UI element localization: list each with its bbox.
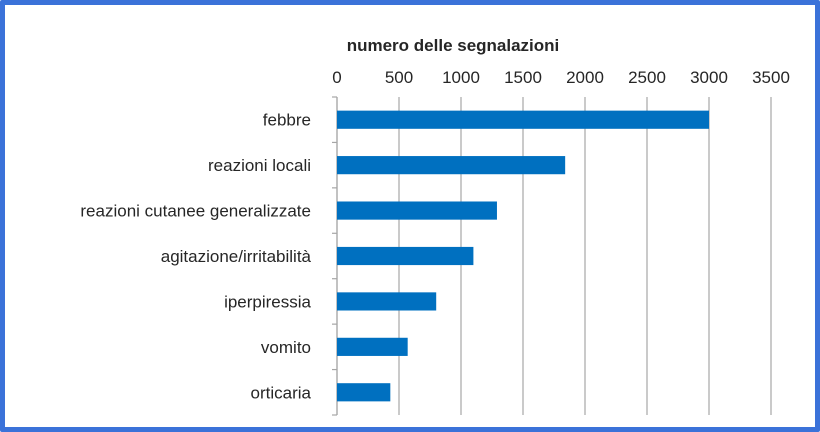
x-tick-label: 0 <box>332 68 341 87</box>
x-tick-label: 1000 <box>442 68 480 87</box>
category-labels: febbre reazioni locali reazioni cutanee ge… <box>80 111 311 403</box>
bar-1 <box>337 156 566 175</box>
x-tick-labels: 0 500 1000 1500 2000 2500 3000 3500 <box>332 68 790 87</box>
bar-5 <box>337 337 408 356</box>
x-axis-title: numero delle segnalazioni <box>347 36 560 55</box>
category-label: febbre <box>263 111 311 130</box>
x-tick-label: 2000 <box>566 68 604 87</box>
bar-2 <box>337 201 497 220</box>
bars <box>337 110 709 402</box>
bar-0 <box>337 110 709 129</box>
category-label: reazioni cutanee generalizzate <box>80 202 311 221</box>
category-label: vomito <box>261 338 311 357</box>
bar-6 <box>337 383 391 402</box>
bar-chart: numero delle segnalazioni 0 500 1000 1500 20… <box>80 36 790 416</box>
bar-4 <box>337 292 437 311</box>
bar-3 <box>337 246 474 266</box>
x-tick-label: 2500 <box>628 68 666 87</box>
x-tick-label: 1500 <box>504 68 542 87</box>
x-tick-label: 3500 <box>752 68 790 87</box>
category-label: agitazione/irritabilità <box>161 247 312 266</box>
category-label: iperpiressia <box>224 292 311 311</box>
x-tick-label: 500 <box>385 68 413 87</box>
category-label: orticaria <box>251 383 312 402</box>
category-label: reazioni locali <box>208 156 311 175</box>
x-tick-label: 3000 <box>690 68 728 87</box>
